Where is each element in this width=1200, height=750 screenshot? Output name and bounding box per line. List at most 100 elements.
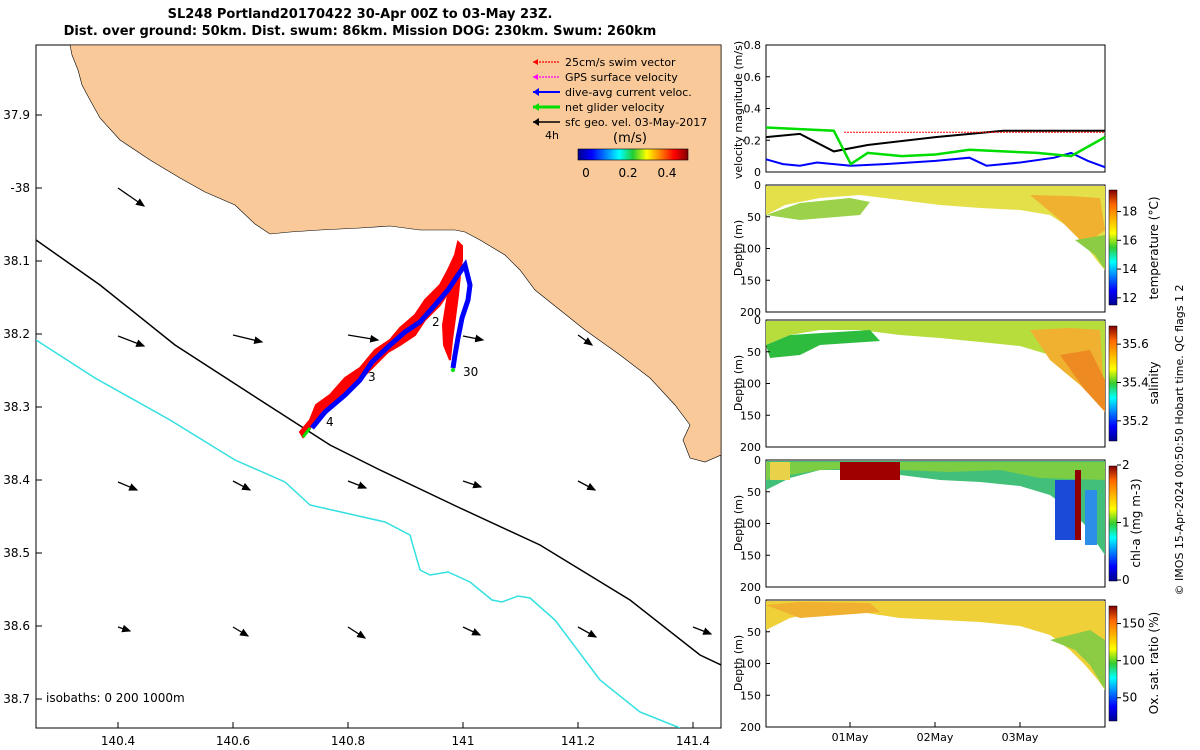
cbar-tick-0: 0 bbox=[582, 166, 590, 180]
depth-tick-label: 150 bbox=[740, 549, 761, 562]
ox-ylabel: Depth (m) bbox=[732, 635, 745, 691]
depth-tick-label: 150 bbox=[740, 274, 761, 287]
map-xtick-label: 140.4 bbox=[101, 734, 135, 748]
ox-colorbar bbox=[1108, 605, 1118, 722]
cbar-tick-2: 0.4 bbox=[657, 166, 676, 180]
velocity-series-line bbox=[765, 151, 1106, 169]
copyright-footer: © IMOS 15-Apr-2024 00:50:50 Hobart time.… bbox=[1173, 285, 1186, 596]
depth-tick-label: 200 bbox=[740, 306, 761, 319]
cbar-tick-label: 0 bbox=[1122, 573, 1130, 587]
time-tick-label: 02May bbox=[917, 731, 954, 744]
depth-tick-label: 50 bbox=[747, 346, 761, 359]
dive-avg-track bbox=[310, 259, 473, 430]
legend-label-gps: GPS surface velocity bbox=[565, 71, 678, 84]
sal-cbar-label: salinity bbox=[1147, 361, 1161, 404]
legend-label-net: net glider velocity bbox=[565, 101, 665, 114]
depth-tick-label: 50 bbox=[747, 211, 761, 224]
figure-title: SL248 Portland20170422 30-Apr 00Z to 03-… bbox=[0, 6, 720, 40]
cbar-tick-label: 100 bbox=[1122, 654, 1145, 668]
depth-tick-label: 100 bbox=[740, 518, 761, 531]
time-tick-label: 01May bbox=[832, 731, 869, 744]
colorbar-title: (m/s) bbox=[613, 131, 647, 146]
temp-cbar-label: temperature (°C) bbox=[1147, 197, 1161, 300]
cbar-tick-label: 14 bbox=[1122, 262, 1137, 276]
legend-swim-vector: 25cm/s swim vector bbox=[533, 56, 676, 69]
map-ytick-label: 38.5 bbox=[3, 546, 30, 560]
depth-tick-label: 0 bbox=[754, 179, 761, 192]
velocity-series-line bbox=[765, 126, 1106, 166]
cbar-tick-label: 35.4 bbox=[1122, 376, 1149, 390]
title-line-2: Dist. over ground: 50km. Dist. swum: 86k… bbox=[63, 24, 657, 39]
swim-vectors-branch bbox=[441, 258, 462, 361]
track-label-2: 2 bbox=[432, 315, 440, 329]
depth-tick-label: 200 bbox=[740, 581, 761, 594]
cbar-tick-label: 50 bbox=[1122, 691, 1137, 705]
chla-ylabel: Depth (m) bbox=[732, 495, 745, 551]
cbar-tick-1: 0.2 bbox=[618, 166, 637, 180]
time-label: 4h bbox=[545, 129, 559, 142]
map-ytick-label: -38 bbox=[10, 181, 30, 195]
chla-panel: Depth (m) chl-a (mg m-3) bbox=[732, 459, 1143, 588]
depth-tick-label: 100 bbox=[740, 378, 761, 391]
legend-label-dive: dive-avg current veloc. bbox=[565, 86, 692, 99]
velocity-y-ticks: 0 0.2 0.4 0.6 0.8 bbox=[744, 39, 770, 179]
vel-ytick-label: 0.4 bbox=[744, 103, 762, 116]
sal-ylabel: Depth (m) bbox=[732, 355, 745, 411]
speed-colorbar bbox=[577, 148, 689, 161]
map-ytick-label: 38.1 bbox=[3, 254, 30, 268]
map-y-ticks: 37.9 -38 38.1 38.2 38.3 38.4 38.5 38.6 38.7 bbox=[3, 108, 42, 706]
legend-sfc-geo: sfc geo. vel. 03-May-2017 bbox=[533, 116, 707, 129]
map-xtick-label: 141 bbox=[452, 734, 475, 748]
legend-dive-avg: dive-avg current veloc. bbox=[533, 86, 692, 99]
map-xtick-label: 140.8 bbox=[331, 734, 365, 748]
map-ytick-label: 38.6 bbox=[3, 619, 30, 633]
chla-cbar-label: chl-a (mg m-3) bbox=[1129, 478, 1143, 567]
geo-velocity-arrows bbox=[117, 187, 713, 639]
vel-ytick-label: 0 bbox=[754, 166, 761, 179]
map-xtick-label: 141.4 bbox=[676, 734, 710, 748]
cbar-tick-label: 35.2 bbox=[1122, 414, 1149, 428]
time-tick-label: 03May bbox=[1002, 731, 1039, 744]
map-xtick-label: 141.2 bbox=[561, 734, 595, 748]
glider-end bbox=[451, 368, 455, 372]
section-axis-ticks: 0 50 100 150 200 12 14 16 18 0 50 100 150 200 35.2 35.4… bbox=[740, 179, 1149, 734]
depth-tick-label: 200 bbox=[740, 441, 761, 454]
map-panel: 2 3 4 30 bbox=[3, 44, 722, 748]
depth-tick-label: 100 bbox=[740, 243, 761, 256]
vel-ytick-label: 0.6 bbox=[744, 71, 762, 84]
land-coastline bbox=[69, 45, 721, 463]
cbar-tick-label: 35.6 bbox=[1122, 337, 1149, 351]
sal-colorbar bbox=[1108, 325, 1118, 442]
vel-ytick-label: 0.8 bbox=[744, 39, 762, 52]
legend-label-geo: sfc geo. vel. 03-May-2017 bbox=[565, 116, 707, 129]
depth-tick-label: 150 bbox=[740, 409, 761, 422]
oxygen-panel: Depth (m) Ox. sat. ratio (%) bbox=[732, 599, 1161, 728]
legend-label-swim: 25cm/s swim vector bbox=[565, 56, 676, 69]
depth-tick-label: 50 bbox=[747, 626, 761, 639]
cbar-tick-label: 18 bbox=[1122, 205, 1137, 219]
cbar-tick-label: 16 bbox=[1122, 233, 1137, 247]
velocity-panel: 0 0.2 0.4 0.6 0.8 velocity magnitude (m/s) bbox=[732, 39, 1106, 179]
cbar-tick-label: 150 bbox=[1122, 617, 1145, 631]
map-legend: 25cm/s swim vector GPS surface velocity … bbox=[533, 56, 707, 180]
time-axis: 01May 02May 03May bbox=[832, 722, 1039, 744]
map-ytick-label: 38.4 bbox=[3, 473, 30, 487]
depth-tick-label: 0 bbox=[754, 314, 761, 327]
cbar-tick-label: 2 bbox=[1122, 458, 1130, 472]
velocity-ylabel: velocity magnitude (m/s) bbox=[732, 41, 745, 179]
temperature-panel: Depth (m) temperature (°C) bbox=[732, 184, 1161, 313]
title-line-1: SL248 Portland20170422 30-Apr 00Z to 03-… bbox=[167, 7, 553, 22]
depth-tick-label: 50 bbox=[747, 486, 761, 499]
isobath-label: isobaths: 0 200 1000m bbox=[46, 691, 185, 705]
velocity-series bbox=[765, 126, 1106, 169]
track-label-4: 4 bbox=[326, 415, 334, 429]
depth-tick-label: 200 bbox=[740, 721, 761, 734]
legend-gps-velocity: GPS surface velocity bbox=[533, 71, 678, 84]
legend-net-glider: net glider velocity bbox=[533, 101, 665, 114]
map-ytick-label: 38.2 bbox=[3, 327, 30, 341]
right-panels: 0 0.2 0.4 0.6 0.8 velocity magnitude (m/s) D… bbox=[732, 39, 1161, 744]
chla-colorbar bbox=[1108, 465, 1118, 582]
cbar-tick-label: 12 bbox=[1122, 291, 1137, 305]
depth-tick-label: 100 bbox=[740, 658, 761, 671]
